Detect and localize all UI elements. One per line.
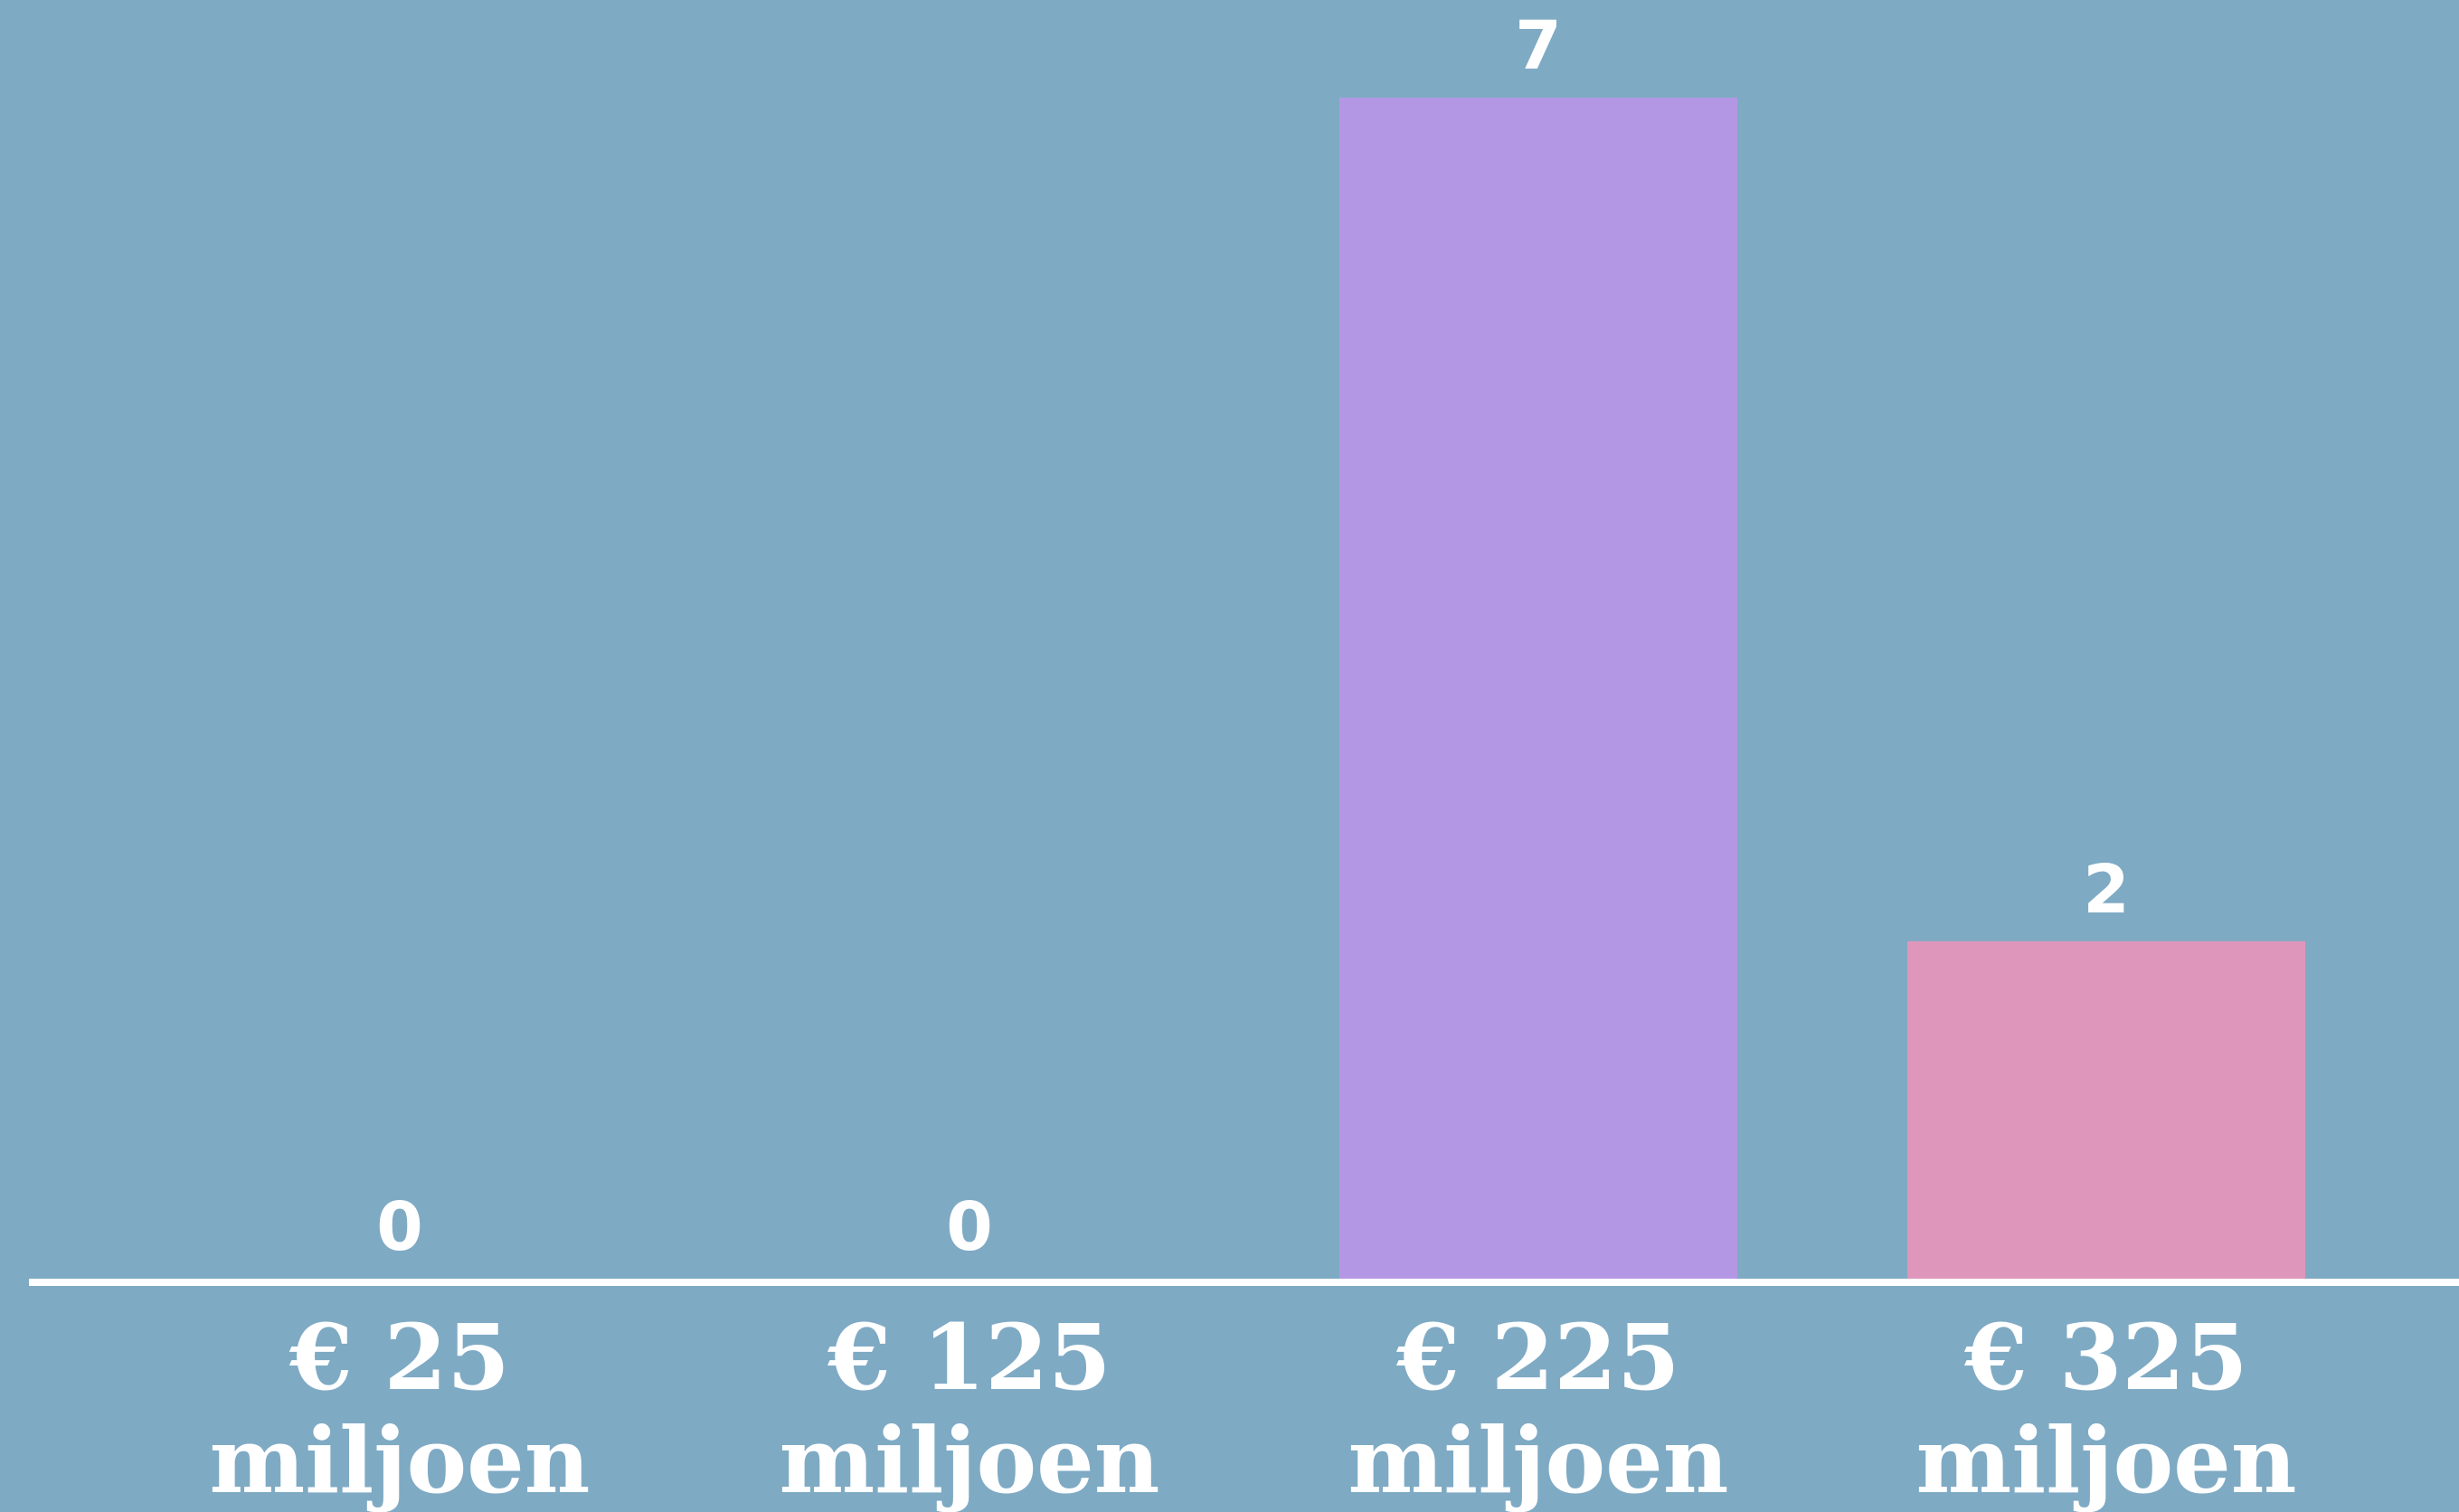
value-label-2: 7: [1515, 7, 1562, 85]
bar-2: [1339, 98, 1737, 1279]
value-label-1: 0: [946, 1188, 993, 1266]
category-label-amount-2: € 225: [1395, 1304, 1679, 1411]
category-label-amount-1: € 125: [827, 1304, 1111, 1411]
category-label-amount-3: € 325: [1963, 1304, 2247, 1411]
category-label-unit-3: miljoen: [1916, 1407, 2297, 1512]
category-label-unit-1: miljoen: [780, 1407, 1160, 1512]
bar-3: [1907, 940, 2305, 1279]
value-labels-group: 0 0 7 2: [376, 7, 2130, 1266]
value-label-0: 0: [376, 1188, 423, 1266]
bars-group: [1339, 98, 2305, 1279]
category-label-unit-0: miljoen: [210, 1407, 591, 1512]
category-label-unit-2: miljoen: [1348, 1407, 1729, 1512]
value-label-3: 2: [2083, 851, 2130, 929]
category-label-amount-0: € 25: [288, 1304, 510, 1411]
